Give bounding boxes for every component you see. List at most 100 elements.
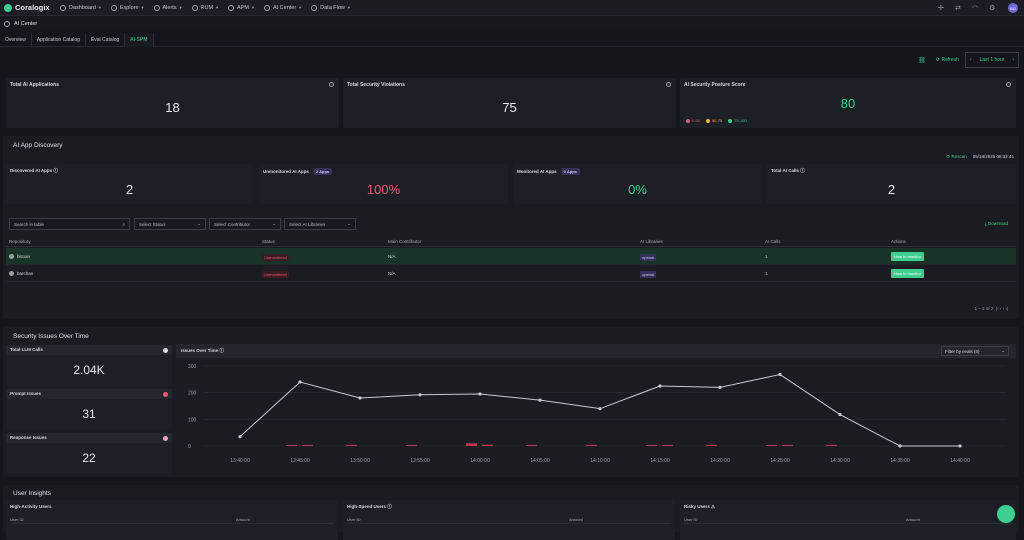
rescan-button[interactable]: ⟳ Rescan: [946, 154, 967, 159]
data-flow-icon: [311, 4, 318, 11]
issue-bar: [826, 445, 837, 446]
status-dot: [163, 348, 168, 353]
tab-ai-spm[interactable]: AI-SPM: [125, 32, 154, 47]
card-value: 2: [887, 182, 896, 197]
issue-bar: [466, 443, 477, 446]
info-icon[interactable]: ⓘ: [800, 168, 805, 173]
issues-over-time-chart: Issues Over Time ⓘ Filter by evals (6) ⌄ …: [176, 344, 1016, 470]
tab-eval-catalog[interactable]: Eval Catalog: [86, 32, 126, 47]
nav-ai-center[interactable]: AI Center ▼: [263, 4, 302, 11]
kpi-total-security-violations: Total Security Violations 75: [343, 78, 676, 128]
nav-alerts[interactable]: Alerts ▼: [153, 4, 183, 11]
x-tick-label: 14:20:00: [710, 458, 730, 464]
info-icon[interactable]: ⓘ: [387, 504, 392, 509]
info-icon[interactable]: [1006, 82, 1011, 87]
avatar[interactable]: BG: [1008, 3, 1018, 13]
coralogix-logo-icon: [4, 3, 12, 12]
x-tick-label: 14:40:00: [950, 458, 970, 464]
x-tick-label: 14:05:00: [530, 458, 550, 464]
github-icon: [9, 254, 14, 260]
issue-bar: [286, 445, 297, 446]
series-point: [658, 384, 662, 388]
info-icon[interactable]: [666, 82, 671, 87]
x-tick-label: 14:25:00: [770, 458, 790, 464]
brand-logo[interactable]: Coralogix: [4, 3, 54, 12]
bell-icon: [153, 4, 160, 11]
nav-explore[interactable]: Explore ▼: [110, 4, 145, 11]
pagination: 1 – 2 of 2 |‹ ‹ › ›|: [974, 306, 1008, 311]
nav-data-flow[interactable]: Data Flow ▼: [311, 4, 351, 11]
x-tick-label: 14:35:00: [890, 458, 910, 464]
kpi-value: 80: [840, 96, 856, 111]
total-llm-calls-card: Total LLM Calls 2.04K: [6, 345, 172, 386]
table-row[interactable]: bitcoin Unmonitored N/A openai 1 How to …: [6, 248, 1016, 265]
chevron-down-icon: ⌄: [197, 221, 201, 226]
time-range-picker[interactable]: ‹ Last 1 hour ›: [965, 52, 1019, 68]
extensions-icon[interactable]: ✢: [938, 4, 944, 12]
search-input[interactable]: Search in table ⌕: [9, 218, 130, 230]
x-tick-label: 13:50:00: [350, 458, 370, 464]
risky-users-card: Risky Users ⚠ User ID Amount: [680, 500, 1016, 540]
status-select[interactable]: Select Status ⌄: [134, 218, 206, 230]
nav-apm[interactable]: APM ▼: [228, 4, 255, 11]
series-point: [298, 380, 302, 384]
high-activity-users-card: High-Activity Users User ID Amount: [6, 500, 338, 540]
issue-bar: [346, 445, 357, 446]
table-row[interactable]: barchan Unmonitored N/A openai 1 How to …: [6, 265, 1016, 282]
download-icon: ⤓: [984, 221, 987, 226]
y-tick-label: 300: [188, 364, 197, 370]
series-point: [418, 393, 422, 397]
tab-application-catalog[interactable]: Application Catalog: [32, 32, 86, 47]
chevron-left-icon[interactable]: ‹: [970, 57, 972, 63]
tab-overview[interactable]: Overview: [0, 32, 32, 47]
github-icon: [9, 271, 14, 277]
monitored-ai-apps-card: Monitored AI Apps 0 Apps 0%: [513, 164, 762, 204]
y-tick-label: 200: [188, 391, 197, 397]
series-point: [238, 435, 242, 439]
how-to-monitor-button[interactable]: How to monitor: [891, 252, 924, 261]
chat-support-button[interactable]: [997, 505, 1015, 523]
how-to-monitor-button[interactable]: How to monitor: [891, 269, 924, 278]
issue-bar: [406, 445, 417, 446]
nav-rum[interactable]: RUM ▼: [191, 4, 219, 11]
chart-title: Issues Over Time ⓘ: [181, 348, 224, 353]
series-point: [718, 385, 722, 389]
speed-icon[interactable]: ◠: [972, 4, 979, 12]
ai-icon: [263, 4, 270, 11]
kpi-value: 18: [165, 100, 180, 115]
info-icon[interactable]: [329, 82, 334, 87]
scan-timestamp: 05/18/2025 08:32:41: [972, 154, 1014, 159]
table-header: Repository Status Main Contributor AI Li…: [6, 236, 1016, 247]
tab-bar: Overview Application Catalog Eval Catalo…: [0, 32, 1024, 47]
link-icon[interactable]: ⛓: [918, 57, 926, 64]
contributor-select[interactable]: Select Contributor ⌄: [209, 218, 281, 230]
chevron-down-icon: ⌄: [272, 221, 276, 226]
card-value: 2.04K: [73, 363, 105, 377]
x-tick-label: 13:45:00: [290, 458, 310, 464]
info-icon[interactable]: ⓘ: [219, 348, 224, 353]
settings-icon[interactable]: ⚙: [989, 4, 996, 12]
pager-controls[interactable]: |‹ ‹ › ›|: [995, 306, 1008, 311]
refresh-button[interactable]: ⟳ Refresh: [935, 57, 959, 63]
rum-icon: [191, 4, 198, 11]
card-value: 31: [82, 407, 96, 421]
warning-icon: ⚠: [711, 504, 716, 509]
dashboard-icon: [60, 4, 66, 11]
card-value: 2: [125, 182, 134, 197]
top-nav: Coralogix Dashboard ▼ Explore ▼ Alerts ▼ RU…: [0, 0, 1024, 16]
nav-dashboard[interactable]: Dashboard ▼: [60, 4, 102, 11]
issue-bar: [706, 445, 717, 446]
section-title: User Insights: [13, 490, 51, 497]
chart-plot: 0 100 200 300 13:40:00 13:45:00 13:50:00 13:55:…: [188, 364, 1006, 464]
card-value: 0%: [628, 182, 647, 197]
download-button[interactable]: ⤓ Download: [984, 221, 1008, 226]
prompt-issues-card: Prompt Issues 31: [6, 389, 172, 430]
kpi-value: 75: [502, 100, 517, 115]
info-icon[interactable]: ⓘ: [53, 168, 58, 173]
chevron-right-icon[interactable]: ›: [1012, 57, 1014, 63]
chevron-down-icon: ⌄: [1001, 348, 1005, 353]
issue-bar: [302, 444, 313, 446]
filter-by-evals-select[interactable]: Filter by evals (6) ⌄: [941, 346, 1009, 356]
integrations-icon[interactable]: ⇄: [955, 4, 961, 12]
ai-libraries-select[interactable]: Select AI Libraries ⌄: [284, 218, 356, 230]
